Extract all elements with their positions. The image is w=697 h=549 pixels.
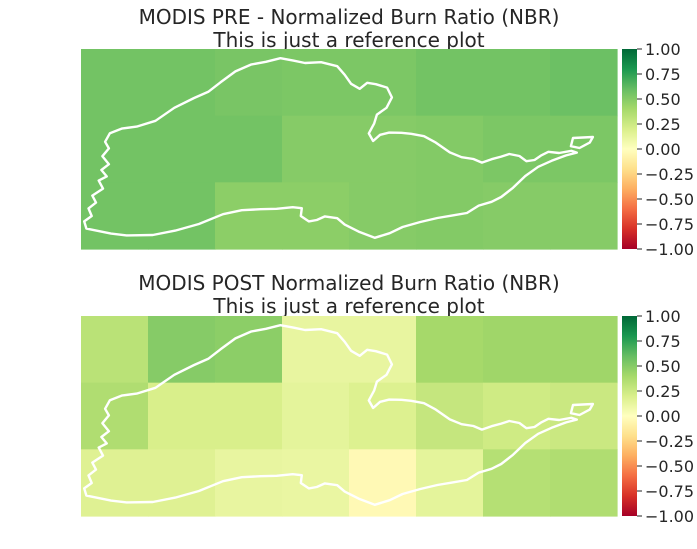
heatmap-cell <box>483 382 551 450</box>
chart-subtitle: This is just a reference plot <box>212 294 484 318</box>
heatmap-cell <box>282 449 350 517</box>
heatmap-cell <box>483 115 551 183</box>
heatmap-cell <box>148 182 216 250</box>
colorbar-gradient <box>622 316 637 516</box>
fire-perimeter-outline <box>83 57 595 239</box>
colorbar-tick-label: 0.50 <box>645 90 681 109</box>
heatmap-cell <box>215 182 283 250</box>
colorbar-gradient <box>622 49 637 249</box>
colorbar-tick-label: 0.00 <box>645 140 681 159</box>
colorbar-tick-label: 0.75 <box>645 65 681 84</box>
heatmap-cell <box>349 115 417 183</box>
colorbar-tick-label: −0.25 <box>645 165 694 184</box>
heatmap-cells <box>81 316 618 517</box>
heatmap-cell <box>349 382 417 450</box>
heatmap-cell <box>483 182 551 250</box>
colorbar-tick-label: −0.75 <box>645 215 694 234</box>
heatmap-cell <box>550 182 618 250</box>
heatmap-cell <box>550 49 618 117</box>
heatmap-cell <box>282 316 350 384</box>
heatmap-cell <box>416 115 484 183</box>
heatmap-panel-pre: MODIS PRE - Normalized Burn Ratio (NBR) … <box>81 5 694 259</box>
colorbar-tick-label: 0.25 <box>645 382 681 401</box>
chart-title: MODIS POST Normalized Burn Ratio (NBR) <box>138 271 559 295</box>
heatmap-cell <box>148 382 216 450</box>
heatmap-cell <box>550 449 618 517</box>
heatmap-cell <box>148 316 216 384</box>
colorbar-tick-label: −0.75 <box>645 482 694 501</box>
colorbar-tick-label: −1.00 <box>645 507 694 526</box>
heatmap-cell <box>550 382 618 450</box>
heatmap-cell <box>416 382 484 450</box>
heatmap-cell <box>282 49 350 117</box>
heatmap-cell <box>148 115 216 183</box>
colorbar-tick-label: 0.50 <box>645 357 681 376</box>
heatmap-cell <box>550 115 618 183</box>
heatmap-cell <box>282 115 350 183</box>
heatmap-cell <box>416 49 484 117</box>
colorbar: 1.00 0.75 0.50 0.25 0.00 −0.25 −0.50 −0.75 −1.00 <box>622 40 694 259</box>
heatmap-cell <box>215 115 283 183</box>
heatmap-cell <box>349 182 417 250</box>
heatmap-cell <box>550 316 618 384</box>
chart-subtitle: This is just a reference plot <box>212 28 484 52</box>
heatmap-cell <box>282 182 350 250</box>
colorbar-tick-label: −0.50 <box>645 457 694 476</box>
heatmap-cell <box>349 49 417 117</box>
heatmap-cell <box>349 449 417 517</box>
colorbar: 1.00 0.75 0.50 0.25 0.00 −0.25 −0.50 −0.75 −1.00 <box>622 307 694 526</box>
colorbar-tick-label: −0.50 <box>645 190 694 209</box>
heatmap-cell <box>483 449 551 517</box>
chart-title: MODIS PRE - Normalized Burn Ratio (NBR) <box>139 5 560 29</box>
heatmap-cell <box>282 382 350 450</box>
heatmap-cell <box>215 449 283 517</box>
colorbar-tick-label: −1.00 <box>645 240 694 259</box>
heatmap-cell <box>81 316 149 384</box>
colorbar-tick-label: 0.75 <box>645 332 681 351</box>
heatmap-cell <box>148 49 216 117</box>
fire-perimeter-outline <box>83 324 595 506</box>
colorbar-tick-label: 0.25 <box>645 115 681 134</box>
colorbar-tick-label: −0.25 <box>645 432 694 451</box>
heatmap-cell <box>483 316 551 384</box>
heatmap-cell <box>81 49 149 117</box>
heatmap-cell <box>483 49 551 117</box>
heatmap-cell <box>215 382 283 450</box>
heatmap-panel-post: MODIS POST Normalized Burn Ratio (NBR) T… <box>81 271 694 526</box>
heatmap-cell <box>148 449 216 517</box>
heatmap-cells <box>81 49 618 250</box>
colorbar-tick-label: 1.00 <box>645 40 681 59</box>
heatmap-cell <box>349 316 417 384</box>
heatmap-cell <box>416 316 484 384</box>
colorbar-tick-label: 0.00 <box>645 407 681 426</box>
colorbar-tick-label: 1.00 <box>645 307 681 326</box>
